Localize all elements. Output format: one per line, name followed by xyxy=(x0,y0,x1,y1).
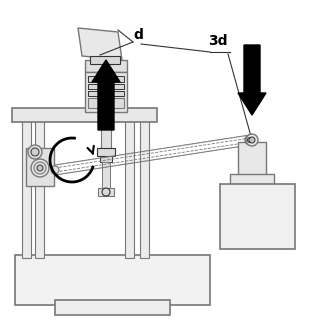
Bar xyxy=(22,120,31,258)
Circle shape xyxy=(31,159,49,177)
Circle shape xyxy=(102,188,110,196)
Bar xyxy=(238,142,266,177)
Circle shape xyxy=(247,138,252,142)
FancyArrow shape xyxy=(238,45,266,115)
Polygon shape xyxy=(78,28,122,60)
Circle shape xyxy=(37,165,43,171)
Bar xyxy=(88,98,124,108)
Bar xyxy=(90,56,120,64)
Bar xyxy=(35,120,44,258)
Bar xyxy=(88,76,124,82)
Circle shape xyxy=(246,134,258,146)
Bar xyxy=(97,148,115,156)
Circle shape xyxy=(51,166,59,174)
Bar xyxy=(88,91,124,96)
Circle shape xyxy=(245,135,255,145)
Text: 3d: 3d xyxy=(208,34,228,48)
Bar xyxy=(12,108,157,122)
Bar xyxy=(101,110,111,150)
Circle shape xyxy=(31,148,39,156)
Bar xyxy=(98,188,114,196)
Circle shape xyxy=(34,162,46,174)
Bar xyxy=(85,60,127,72)
FancyArrow shape xyxy=(92,60,120,130)
Bar xyxy=(55,300,170,315)
Bar xyxy=(85,72,127,112)
Bar xyxy=(26,148,54,186)
Bar xyxy=(100,156,112,162)
Circle shape xyxy=(249,137,255,143)
Bar xyxy=(140,120,149,258)
Bar xyxy=(125,120,134,258)
Bar xyxy=(220,184,295,249)
Bar xyxy=(230,174,274,184)
Text: d: d xyxy=(133,28,143,42)
Bar xyxy=(15,255,210,305)
Bar xyxy=(88,84,124,89)
Bar xyxy=(102,162,110,192)
Circle shape xyxy=(28,145,42,159)
